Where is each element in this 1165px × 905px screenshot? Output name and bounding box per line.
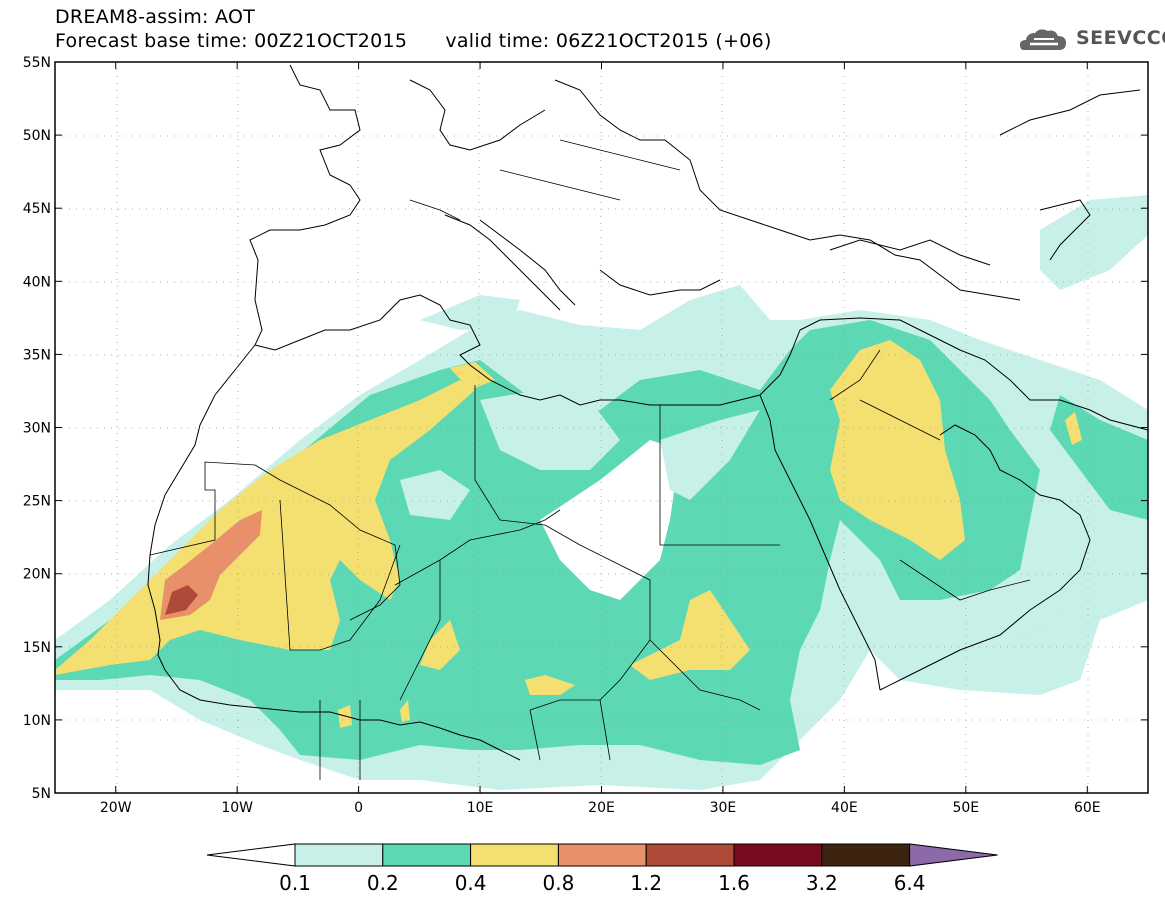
lon-tick-label: 0 — [354, 800, 363, 816]
lat-tick-label: 30N — [23, 421, 51, 437]
lat-tick-label: 20N — [23, 567, 51, 583]
colorbar-level-label: 1.2 — [630, 871, 662, 895]
aot-band-0.2 — [55, 320, 1040, 765]
colorbar-segment — [645, 843, 735, 867]
lon-tick-label: 50E — [952, 800, 979, 816]
colorbar-legend: 0.1 0.2 0.4 0.8 1.2 1.6 3.2 6.4 — [206, 843, 998, 895]
colorbar-level-label: 0.8 — [542, 871, 574, 895]
colorbar-level-label: 1.6 — [718, 871, 750, 895]
colorbar-level-label: 0.4 — [455, 871, 487, 895]
aot-hole-arabia — [850, 560, 1060, 660]
aot-hole-sahara-white — [540, 440, 680, 600]
colorbar-segment — [382, 843, 472, 867]
lon-tick-label: 10W — [221, 800, 253, 816]
aot-band-0.4-chad — [420, 620, 460, 670]
aot-band-1.2 — [165, 585, 198, 615]
latitude-axis: 5N 10N 15N 20N 25N 30N 35N 40N 45N 50N 55N — [23, 55, 1148, 802]
aot-band-0.4-oman — [1065, 412, 1082, 445]
forecast-time-line: Forecast base time: 00Z21OCT2015 valid t… — [55, 30, 772, 52]
map-gridlines — [55, 62, 1148, 793]
colorbar-segment — [294, 843, 384, 867]
aot-band-0.4-cam — [525, 675, 575, 695]
lat-tick-label: 25N — [23, 494, 51, 510]
aot-band-0.4-iraq — [830, 340, 965, 560]
lat-tick-label: 10N — [23, 713, 51, 729]
aot-band-0.4-tun — [450, 362, 495, 390]
aot-fields — [55, 195, 1148, 790]
lat-tick-label: 5N — [32, 786, 51, 802]
lat-tick-label: 50N — [23, 128, 51, 144]
colorbar-level-label: 0.2 — [367, 871, 399, 895]
colorbar-over-triangle — [909, 843, 998, 867]
aot-band-0.4-sudan — [630, 590, 750, 680]
aot-band-0.1-east — [1040, 195, 1148, 290]
aot-band-0.1-nafrica — [420, 295, 520, 330]
map-title: DREAM8-assim: AOT — [55, 6, 256, 28]
colorbar-segment — [733, 843, 823, 867]
lat-tick-label: 55N — [23, 55, 51, 71]
colorbar-segment — [470, 843, 559, 867]
lat-tick-label: 35N — [23, 347, 51, 363]
cloud-icon — [1020, 29, 1066, 50]
colorbar-level-label: 3.2 — [806, 871, 838, 895]
aot-hole-libya — [480, 390, 620, 470]
colorbar-level-label: 6.4 — [894, 871, 926, 895]
lat-tick-label: 15N — [23, 640, 51, 656]
logo-text: SEEVCCC — [1076, 27, 1165, 49]
lon-tick-label: 20E — [588, 800, 615, 816]
colorbar-segment — [557, 843, 647, 867]
lon-tick-label: 10E — [467, 800, 494, 816]
lat-tick-label: 45N — [23, 201, 51, 217]
coastlines — [147, 64, 1148, 761]
lon-tick-label: 40E — [831, 800, 858, 816]
aot-hole-niger — [400, 470, 470, 520]
colorbar-under-triangle — [206, 843, 296, 867]
colorbar-segment — [821, 843, 911, 867]
country-borders — [149, 139, 1031, 780]
seevccc-logo — [1020, 29, 1066, 50]
lon-tick-label: 30E — [710, 800, 737, 816]
colorbar-level-label: 0.1 — [279, 871, 311, 895]
lon-tick-label: 60E — [1074, 800, 1101, 816]
lat-tick-label: 40N — [23, 274, 51, 290]
lon-tick-label: 20W — [100, 800, 132, 816]
aot-band-0.4-sahel — [55, 380, 475, 675]
aot-band-0.4-nig2 — [400, 700, 410, 722]
longitude-axis: 20W 10W 0 10E 20E 30E 40E 50E 60E — [100, 62, 1101, 816]
aot-hole-egypt — [660, 410, 760, 500]
